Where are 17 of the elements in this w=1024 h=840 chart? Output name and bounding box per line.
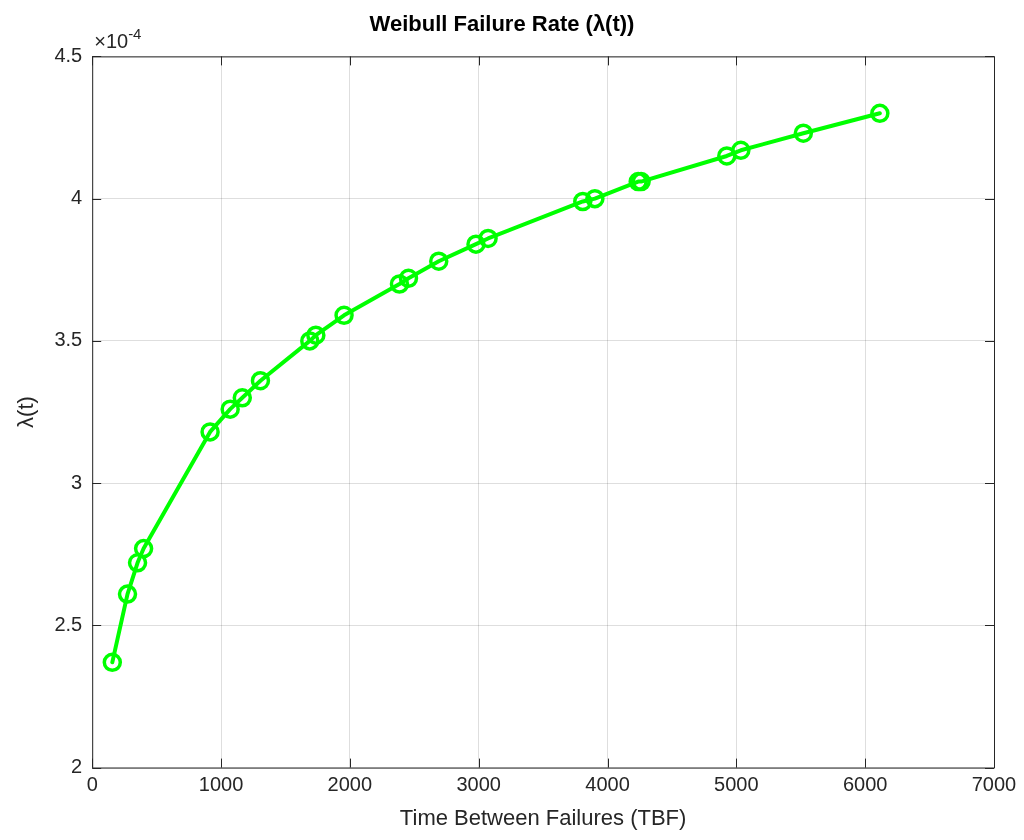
y-tick-label: 3 (71, 470, 83, 493)
x-tick-label: 1000 (198, 773, 244, 796)
x-tick-label: 3000 (456, 773, 501, 796)
y-tick-label: 4 (71, 186, 83, 209)
x-axis-title: Time Between Failures (TBF) (399, 804, 687, 830)
y-tick-label: 2.5 (54, 612, 83, 635)
chart-title: Weibull Failure Rate (λ(t)) (369, 11, 635, 37)
y-tick-label: 3.5 (54, 328, 83, 351)
x-tick-label: 2000 (327, 773, 373, 796)
x-tick-label: 5000 (714, 773, 759, 796)
x-tick-label: 6000 (842, 773, 888, 796)
x-tick-label: 7000 (971, 773, 1017, 796)
y-tick-label: 2 (71, 755, 83, 778)
y-axis-title: λ(t) (13, 396, 39, 428)
y-tick-label: 4.5 (54, 43, 83, 66)
x-tick-label: 4000 (585, 773, 630, 796)
x-tick-label: 0 (86, 773, 98, 796)
